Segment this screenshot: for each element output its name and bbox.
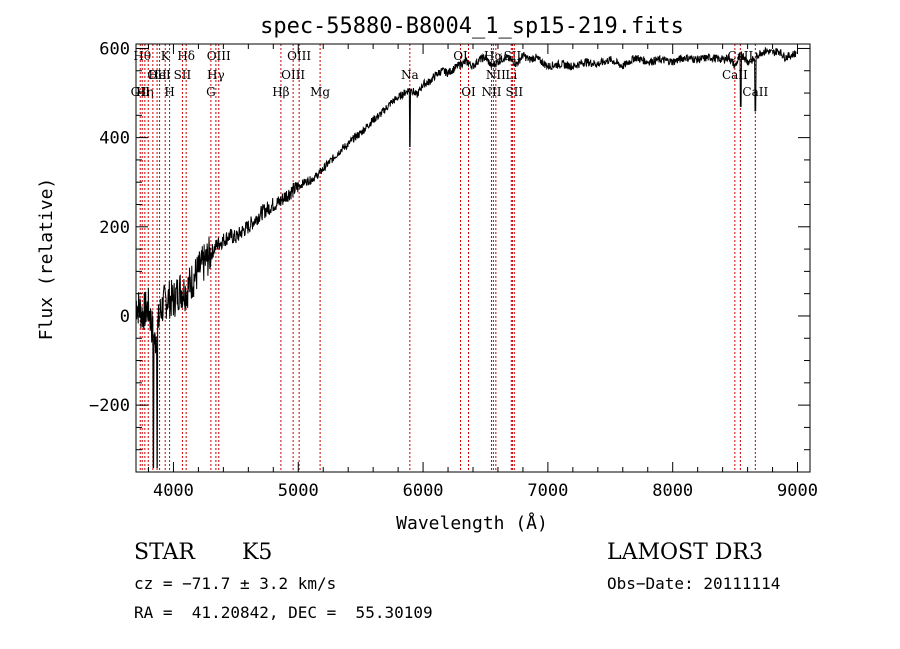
emission-line-markers: OIIHθHηOIIHeIKHSIIHδGHγOIIIHβOIIIOIIIMgN… <box>131 44 768 472</box>
line-label: HeI <box>148 68 171 82</box>
plot-frame <box>135 43 811 473</box>
redshift-readout: cz = −71.7 ± 3.2 km/s <box>134 574 337 593</box>
x-tick-label: 4000 <box>153 481 194 501</box>
obs-date: Obs−Date: 20111114 <box>607 574 781 593</box>
line-label: Mg <box>310 85 330 99</box>
line-label: OIII <box>287 49 311 63</box>
object-class: STAR <box>134 540 195 565</box>
line-label: Hδ <box>177 49 195 63</box>
y-axis: −200 0 200 400 600 <box>89 39 810 451</box>
line-label: OIII <box>281 68 305 82</box>
line-label: Hγ <box>207 68 225 82</box>
y-tick-label: 400 <box>99 129 130 149</box>
x-tick-label: 6000 <box>403 481 444 501</box>
x-tick-label: 8000 <box>652 481 693 501</box>
line-label: OIII <box>207 49 231 63</box>
x-axis: 4000 5000 6000 7000 8000 9000 <box>147 44 818 501</box>
y-tick-label: 600 <box>99 39 130 59</box>
chart-title: spec-55880-B8004_1_sp15-219.fits <box>260 14 684 39</box>
line-label: SII <box>174 68 192 82</box>
y-tick-label: 200 <box>99 218 130 238</box>
line-label: NII <box>486 68 506 82</box>
line-label: OII <box>147 68 167 82</box>
coordinates: RA = 41.20842, DEC = 55.30109 <box>134 603 433 622</box>
line-label: Li <box>505 68 517 82</box>
line-label: H <box>164 85 174 99</box>
x-tick-label: 7000 <box>527 481 568 501</box>
line-label: SII <box>505 85 523 99</box>
spectrum-line <box>135 47 797 468</box>
x-tick-label: 5000 <box>278 481 319 501</box>
x-tick-label: 9000 <box>777 481 818 501</box>
spectrum-series <box>135 47 797 468</box>
line-label: OI <box>461 85 476 99</box>
survey-name: LAMOST DR3 <box>607 540 763 565</box>
line-label: Hη <box>136 85 154 99</box>
line-label: K <box>161 49 171 63</box>
y-tick-label: 0 <box>120 307 130 327</box>
line-label: CaII <box>722 68 748 82</box>
x-axis-label: Wavelength (Å) <box>396 512 548 534</box>
line-label: Hβ <box>272 85 289 99</box>
y-axis-label: Flux (relative) <box>36 178 57 341</box>
line-label: Na <box>401 68 419 82</box>
line-label: NII <box>481 85 501 99</box>
spectral-subclass: K5 <box>242 540 273 565</box>
line-label: Hθ <box>133 49 151 63</box>
line-label: G <box>206 85 216 99</box>
y-tick-label: −200 <box>89 396 130 416</box>
